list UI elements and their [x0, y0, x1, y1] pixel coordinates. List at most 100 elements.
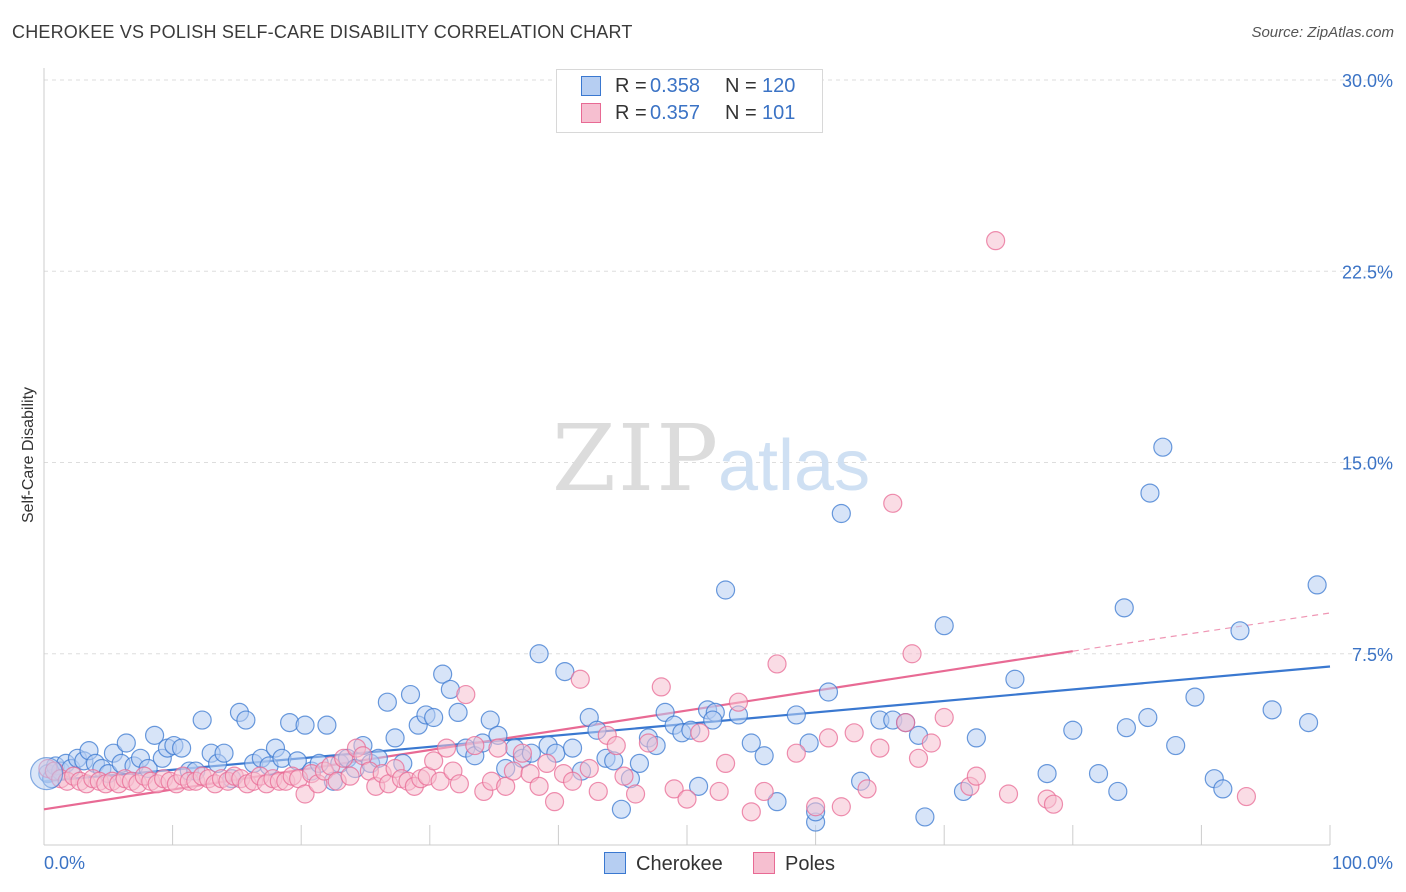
data-point: [786, 705, 806, 725]
data-point: [1262, 700, 1282, 720]
bottom-legend-poles: Poles: [753, 852, 835, 876]
data-point: [456, 684, 476, 705]
data-point: [1153, 437, 1173, 457]
data-point: [529, 644, 549, 664]
data-point: [503, 761, 523, 781]
data-point: [614, 766, 634, 786]
data-point: [377, 692, 397, 712]
data-point: [236, 710, 256, 730]
data-point: [555, 661, 575, 682]
trend-extension-poles: [1072, 612, 1331, 652]
chart-source: Source: ZipAtlas.com: [1251, 24, 1394, 41]
data-point: [512, 743, 532, 763]
data-point: [728, 692, 749, 712]
data-point: [537, 753, 557, 774]
data-point: [1185, 687, 1205, 707]
data-point: [625, 784, 646, 804]
data-point: [488, 738, 508, 758]
data-point: [116, 733, 136, 753]
data-point: [606, 735, 626, 756]
data-point: [430, 771, 450, 791]
data-point: [1213, 779, 1233, 799]
data-point: [544, 792, 565, 812]
axes: [43, 68, 1331, 846]
data-point: [1114, 598, 1134, 618]
bottom-legend-swatch-blue: [604, 852, 626, 874]
chart-title: CHEROKEE VS POLISH SELF-CARE DISABILITY …: [12, 22, 633, 42]
data-point: [1140, 483, 1160, 503]
data-point: [896, 712, 916, 733]
legend-n-value: 101: [762, 102, 796, 124]
data-point: [741, 733, 761, 753]
data-point: [921, 733, 941, 753]
x-tick-label: 0.0%: [44, 853, 85, 873]
data-point: [870, 738, 890, 758]
data-point: [857, 779, 877, 799]
data-point: [651, 677, 671, 697]
data-point: [715, 753, 736, 774]
data-point: [1063, 720, 1083, 740]
watermark-zip: ZIP: [552, 405, 720, 512]
data-point: [805, 797, 826, 817]
bottom-legend-label: Poles: [785, 853, 836, 875]
data-point: [295, 715, 315, 735]
data-point: [400, 684, 421, 705]
legend-swatch-blue: [581, 76, 601, 96]
legend-box: R = 0.358 N = 120 R = 0.357 N = 101: [556, 69, 823, 133]
legend-n-label: N =: [725, 102, 757, 124]
data-point: [1236, 786, 1257, 807]
data-point: [449, 774, 469, 794]
y-tick-label: 15.0%: [1342, 454, 1393, 474]
bottom-legend-cherokee: Cherokee: [604, 852, 723, 876]
data-point: [214, 743, 234, 763]
data-point: [1298, 712, 1319, 733]
grid-lines: [44, 79, 1392, 655]
tick-labels: 7.5% 15.0% 22.5% 30.0% 0.0% 100.0%: [44, 71, 1393, 873]
data-point: [562, 738, 583, 758]
data-point: [1116, 718, 1136, 738]
data-point: [690, 723, 710, 743]
data-point: [664, 779, 684, 799]
data-point: [611, 799, 632, 819]
data-point: [902, 644, 922, 664]
data-point: [1230, 621, 1250, 641]
data-point: [29, 756, 64, 791]
data-point: [465, 735, 485, 756]
legend-n-value: 120: [762, 75, 796, 97]
data-point: [844, 723, 864, 743]
data-point: [677, 789, 697, 809]
data-point: [688, 776, 709, 796]
data-point: [629, 753, 650, 774]
data-points: [29, 231, 1327, 832]
data-point: [915, 807, 935, 827]
legend-r-label: R =: [615, 102, 647, 124]
data-point: [709, 781, 729, 802]
data-point: [934, 616, 954, 636]
data-point: [579, 758, 599, 779]
data-point: [317, 715, 337, 735]
data-point: [529, 776, 549, 796]
data-point: [767, 654, 787, 674]
data-point: [562, 771, 583, 791]
data-point: [588, 781, 608, 802]
data-point: [767, 792, 787, 812]
data-point: [570, 669, 590, 689]
data-point: [883, 493, 903, 513]
data-point: [966, 766, 986, 786]
data-point: [192, 710, 212, 730]
data-point: [496, 776, 516, 796]
data-point: [1037, 763, 1057, 784]
data-point: [480, 710, 500, 730]
data-point: [703, 710, 723, 730]
legend-n-label: N =: [725, 75, 757, 97]
data-point: [1166, 735, 1186, 756]
data-point: [1005, 669, 1025, 689]
data-point: [831, 797, 851, 817]
data-point: [1088, 763, 1109, 784]
data-point: [986, 231, 1006, 251]
data-point: [1108, 781, 1128, 802]
data-point: [1307, 575, 1327, 595]
data-point: [340, 766, 360, 786]
data-point: [385, 728, 405, 748]
